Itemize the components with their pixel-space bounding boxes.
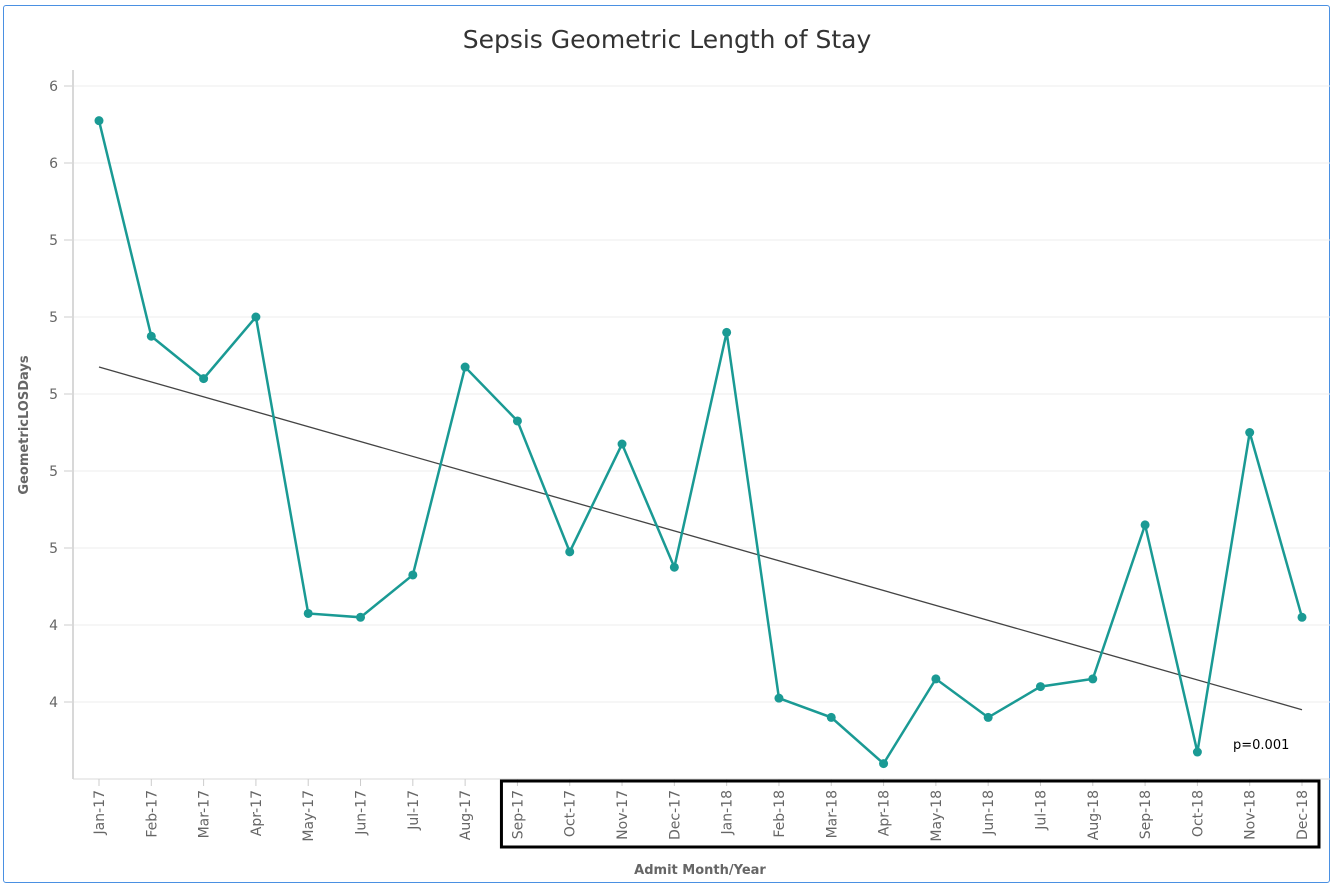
x-tick-label: Nov-17: [615, 790, 631, 840]
x-tick-label: Mar-18: [824, 790, 840, 838]
y-axis-label: GeometricLOSDays: [17, 355, 32, 494]
data-point: [983, 712, 993, 722]
x-tick-label: Feb-17: [144, 790, 160, 838]
y-tick-label: 6: [49, 156, 58, 172]
x-tick-label: Jun-17: [354, 790, 370, 836]
data-point: [826, 712, 836, 722]
x-tick-label: Jan-18: [720, 790, 736, 835]
x-tick-label: Jul-17: [406, 790, 422, 831]
x-tick-label: Dec-18: [1295, 790, 1311, 840]
series-line: [97, 120, 1304, 766]
chart-title: Sepsis Geometric Length of Stay: [463, 25, 872, 54]
data-point: [356, 612, 366, 622]
x-tick-label: Feb-18: [772, 790, 788, 838]
data-point: [460, 362, 470, 372]
x-tick-label: Jun-18: [981, 790, 997, 836]
x-tick-label: Oct-17: [563, 790, 579, 837]
y-tick-label: 5: [49, 464, 58, 480]
data-point: [565, 547, 575, 557]
data-point: [199, 374, 209, 384]
data-point: [94, 116, 104, 126]
data-point: [1140, 520, 1150, 530]
y-tick-label: 4: [49, 695, 58, 711]
x-tick-label: Jan-17: [92, 790, 108, 835]
x-tick-label: Aug-17: [458, 790, 474, 840]
y-tick-label: 5: [49, 233, 58, 249]
data-point: [1035, 682, 1045, 692]
data-point: [931, 674, 941, 684]
data-point: [617, 439, 627, 449]
x-axis-label: Admit Month/Year: [634, 863, 766, 878]
x-tick-label: Sep-17: [510, 790, 526, 839]
data-point: [774, 693, 784, 703]
data-point: [1245, 428, 1255, 437]
data-point: [512, 416, 522, 426]
y-tick-label: 6: [49, 79, 58, 95]
x-tick-label: Apr-17: [249, 790, 265, 836]
y-tick-label: 5: [49, 387, 58, 403]
x-tick-label: Dec-17: [667, 790, 683, 840]
data-point: [1192, 747, 1202, 757]
data-point: [722, 327, 732, 337]
data-point: [146, 331, 156, 341]
x-tick-label: Oct-18: [1190, 790, 1206, 837]
x-tick-label: Jul-18: [1033, 790, 1049, 831]
highlight-box: [499, 779, 1321, 849]
x-tick-label: Nov-18: [1243, 790, 1259, 840]
x-tick-label: Aug-18: [1086, 790, 1102, 840]
data-point: [408, 570, 418, 580]
data-point: [251, 312, 261, 322]
trendline: [98, 366, 1303, 711]
x-tick-label: Sep-18: [1138, 790, 1154, 839]
chart-frame: [3, 5, 1330, 883]
x-tick-label: Apr-18: [877, 790, 893, 836]
data-point: [879, 759, 889, 769]
data-point: [669, 562, 679, 572]
y-tick-label: 5: [49, 541, 58, 557]
data-point: [303, 608, 313, 618]
y-tick-label: 5: [49, 310, 58, 326]
p-value-annotation: p=0.001: [1233, 738, 1289, 753]
data-point: [1297, 612, 1307, 622]
x-tick-label: May-17: [301, 790, 317, 842]
x-tick-label: Mar-17: [197, 790, 213, 838]
x-tick-label: May-18: [929, 790, 945, 842]
data-point: [1088, 674, 1098, 684]
y-tick-label: 4: [49, 618, 58, 634]
